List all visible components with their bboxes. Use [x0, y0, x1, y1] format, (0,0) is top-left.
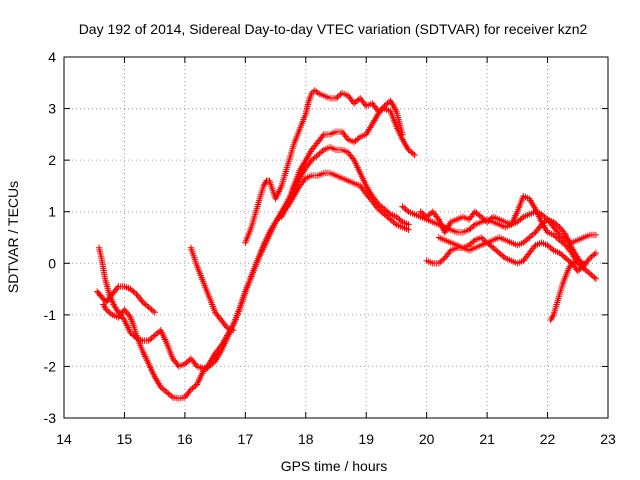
series-arc-6	[278, 97, 406, 221]
grid-layer	[64, 57, 608, 418]
series-arc-5	[242, 87, 418, 246]
series-markers	[94, 283, 158, 316]
series-markers	[435, 216, 587, 272]
x-tick-label: 14	[56, 431, 72, 447]
series-markers	[547, 257, 587, 324]
x-axis-label: GPS time / hours	[281, 458, 388, 474]
y-tick-label: 3	[48, 101, 56, 117]
y-tick-label: -1	[44, 307, 57, 323]
series-arc-11	[547, 257, 587, 324]
x-tick-label: 21	[479, 431, 495, 447]
data-layer	[94, 87, 600, 402]
y-axis-label: SDTVAR / TECUs	[5, 181, 21, 293]
series-markers	[242, 87, 418, 246]
series-arc-10	[435, 216, 587, 272]
series-arc-4	[187, 244, 237, 334]
x-tick-label: 15	[117, 431, 133, 447]
plot-frame	[63, 56, 609, 419]
x-tick-label: 20	[419, 431, 435, 447]
x-tick-label: 17	[238, 431, 254, 447]
series-markers	[100, 169, 412, 402]
x-tick-label: 19	[358, 431, 374, 447]
x-tick-label: 18	[298, 431, 314, 447]
y-tick-label: -2	[44, 358, 57, 374]
y-tick-label: 2	[48, 152, 56, 168]
y-tick-label: 1	[48, 204, 56, 220]
chart-title: Day 192 of 2014, Sidereal Day-to-day VTE…	[79, 21, 588, 37]
x-tick-label: 16	[177, 431, 193, 447]
x-tick-label: 22	[540, 431, 556, 447]
series-markers	[278, 97, 406, 221]
series-arc-3	[100, 169, 412, 402]
series-markers	[187, 244, 237, 334]
y-tick-label: -3	[44, 410, 57, 426]
series-arc-2	[94, 283, 158, 316]
y-tick-label: 0	[48, 255, 56, 271]
y-tick-label: 4	[48, 49, 56, 65]
x-tick-label: 23	[600, 431, 616, 447]
